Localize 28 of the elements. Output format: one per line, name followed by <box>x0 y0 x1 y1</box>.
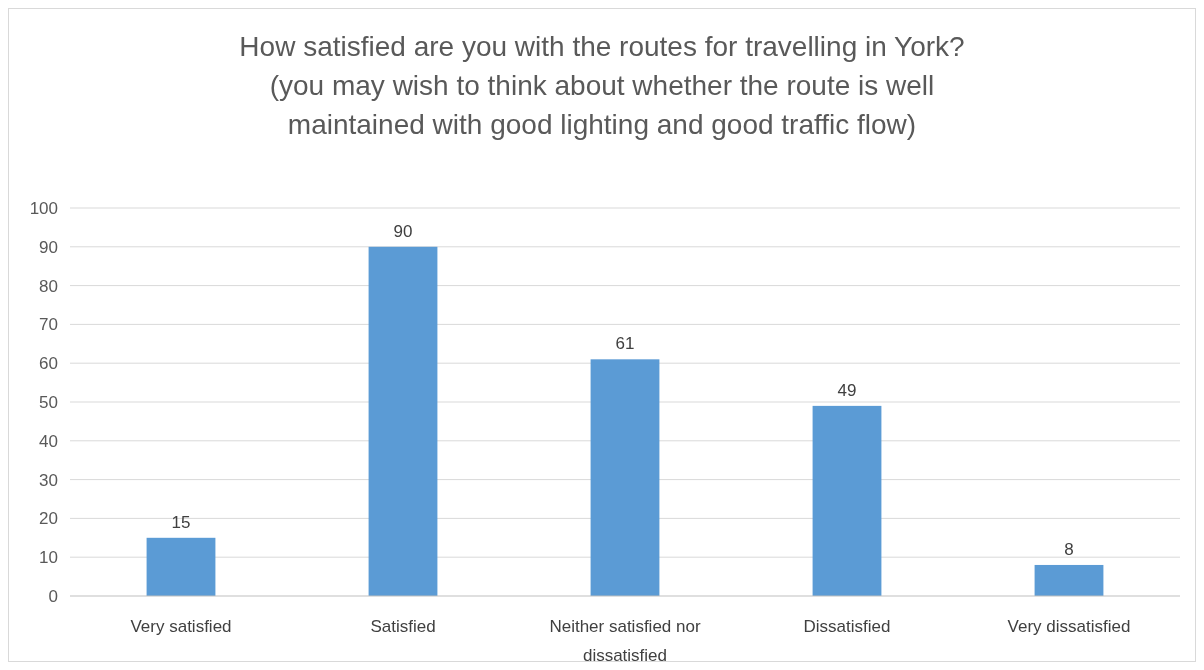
x-tick-label: Neither satisfied nor dissatisfied <box>549 617 701 665</box>
chart-title: How satisfied are you with the routes for travelling in York? <box>239 31 965 62</box>
data-label: 61 <box>615 334 635 354</box>
bar <box>812 405 882 596</box>
y-tick-label: 10 <box>39 548 58 568</box>
bar <box>590 359 660 596</box>
y-tick-label: 30 <box>39 470 58 490</box>
y-tick-label: 40 <box>39 431 58 451</box>
bar <box>146 537 216 596</box>
data-label: 90 <box>393 221 413 241</box>
x-tick-label: Very dissatisfied <box>1007 617 1131 636</box>
bar <box>368 246 438 596</box>
y-tick-label: 90 <box>39 237 58 257</box>
data-label: 49 <box>837 380 857 400</box>
y-tick-label: 50 <box>39 392 58 412</box>
data-label: 8 <box>1064 539 1074 559</box>
x-tick-label: Very satisfied <box>130 617 232 636</box>
y-tick-label: 80 <box>39 276 58 296</box>
chart-subtitle: (you may wish to think about whether the route is well maintained with good lighting and good traffic flow) <box>269 70 935 140</box>
y-tick-label: 20 <box>39 509 58 529</box>
x-tick-label: Satisfied <box>370 617 436 636</box>
x-tick-label: Dissatisfied <box>803 617 891 636</box>
data-label: 15 <box>171 512 191 532</box>
y-tick-label: 0 <box>48 586 58 606</box>
y-tick-label: 100 <box>29 198 58 218</box>
y-tick-label: 70 <box>39 315 58 335</box>
bar <box>1034 564 1104 596</box>
y-tick-label: 60 <box>39 354 58 374</box>
